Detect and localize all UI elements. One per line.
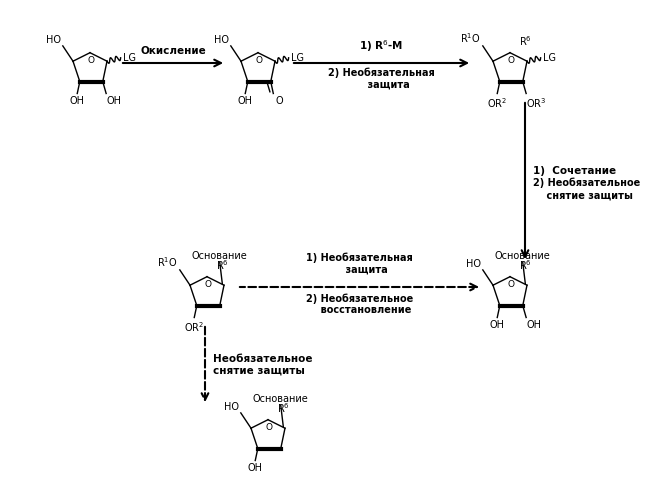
Text: R$^6$: R$^6$ bbox=[519, 258, 532, 272]
Text: 2) Необязательное
    восстановление: 2) Необязательное восстановление bbox=[306, 293, 413, 315]
Text: OH: OH bbox=[106, 96, 121, 106]
Text: 1) R$^6$-M: 1) R$^6$-M bbox=[360, 38, 404, 54]
Text: R$^6$: R$^6$ bbox=[277, 401, 289, 414]
Text: LG: LG bbox=[123, 53, 135, 63]
Text: O: O bbox=[265, 422, 273, 432]
Text: O: O bbox=[255, 56, 263, 64]
Text: O: O bbox=[275, 96, 283, 106]
Text: O: O bbox=[205, 280, 211, 288]
Text: R$^1$O: R$^1$O bbox=[157, 255, 178, 269]
Text: Необязательное
снятие защиты: Необязательное снятие защиты bbox=[213, 354, 313, 376]
Text: HO: HO bbox=[46, 35, 61, 45]
Text: HO: HO bbox=[224, 402, 239, 412]
Text: OR$^3$: OR$^3$ bbox=[526, 96, 546, 110]
Text: OR$^2$: OR$^2$ bbox=[487, 96, 508, 110]
Text: O: O bbox=[87, 56, 95, 64]
Text: 1) Необязательная
    защита: 1) Необязательная защита bbox=[306, 253, 413, 275]
Text: OH: OH bbox=[70, 96, 85, 106]
Text: 2) Необязательное
    снятие защиты: 2) Необязательное снятие защиты bbox=[533, 178, 640, 200]
Text: OH: OH bbox=[247, 463, 263, 473]
Text: OR$^2$: OR$^2$ bbox=[184, 320, 204, 334]
Text: R$^6$: R$^6$ bbox=[215, 258, 228, 272]
Text: R$^6$: R$^6$ bbox=[519, 34, 532, 48]
Text: OH: OH bbox=[237, 96, 253, 106]
Text: Основание: Основание bbox=[495, 252, 551, 262]
Text: 1)  Сочетание: 1) Сочетание bbox=[533, 166, 616, 176]
Text: R$^1$O: R$^1$O bbox=[460, 31, 481, 45]
Text: Основание: Основание bbox=[253, 394, 309, 404]
Text: 2) Необязательная
    защита: 2) Необязательная защита bbox=[328, 67, 435, 89]
Text: OH: OH bbox=[526, 320, 541, 330]
Text: Основание: Основание bbox=[192, 252, 247, 262]
Text: O: O bbox=[508, 280, 514, 288]
Text: LG: LG bbox=[542, 53, 556, 63]
Text: HO: HO bbox=[214, 35, 229, 45]
Text: O: O bbox=[508, 56, 514, 64]
Text: HO: HO bbox=[466, 259, 481, 269]
Text: Окисление: Окисление bbox=[140, 46, 206, 56]
Text: OH: OH bbox=[490, 320, 505, 330]
Text: LG: LG bbox=[291, 53, 303, 63]
